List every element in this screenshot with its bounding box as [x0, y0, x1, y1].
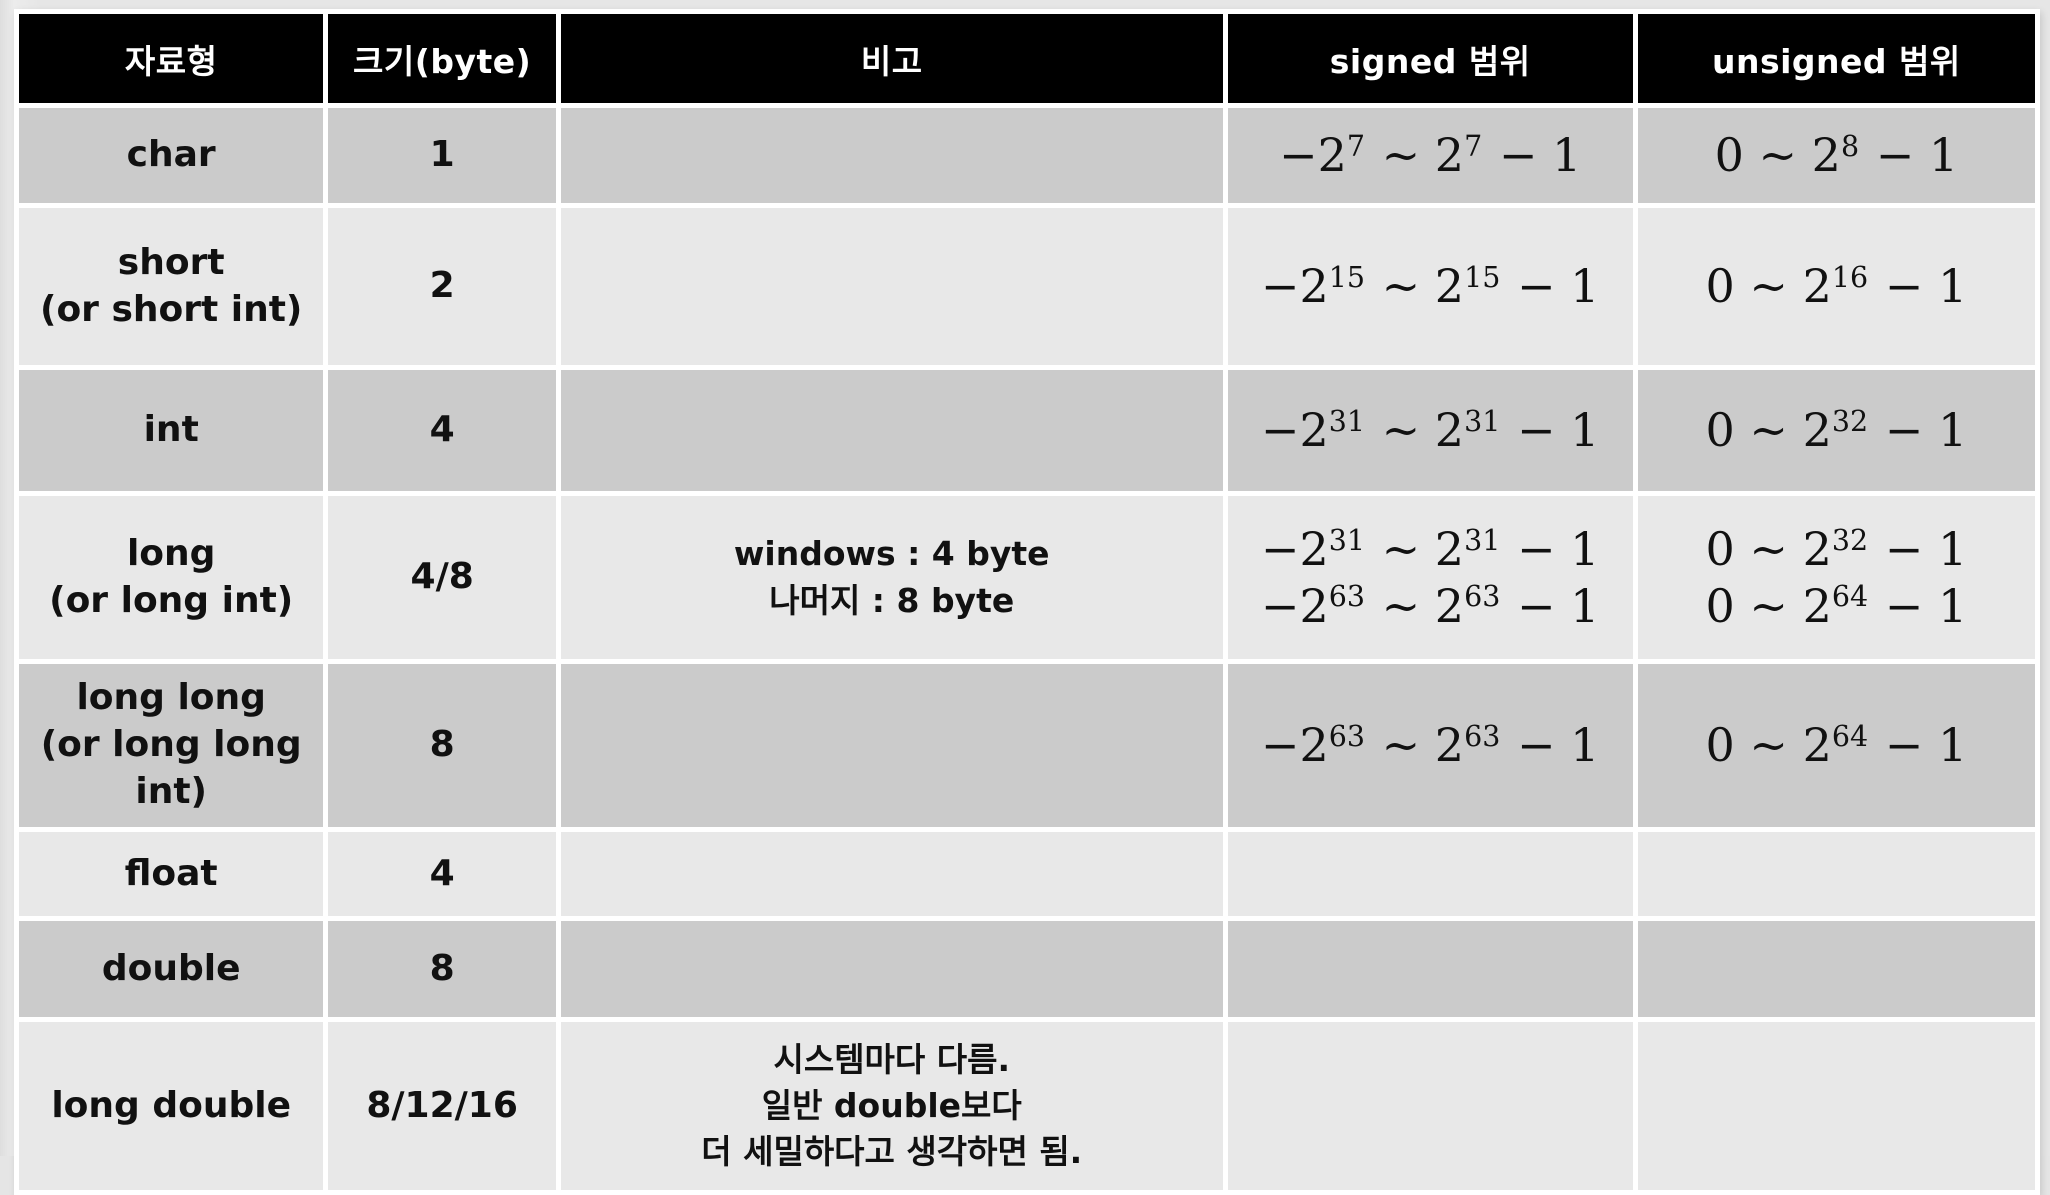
size-value: 4 — [429, 852, 455, 894]
table-row: int 4 −231 ~ 231 − 1 0 ~ 232 − 1 — [19, 370, 2035, 491]
cell-size: 4 — [328, 370, 556, 491]
cell-signed-range — [1227, 921, 1633, 1017]
type-name-line: short — [117, 241, 225, 283]
header-row: 자료형 크기(byte) 비고 signed 범위 unsigned 범위 — [19, 14, 2035, 103]
cell-note — [560, 370, 1223, 491]
cell-note: windows : 4 byte 나머지 : 8 byte — [560, 496, 1223, 659]
data-types-table: 자료형 크기(byte) 비고 signed 범위 unsigned 범위 char 1 −… — [14, 9, 2040, 1195]
cell-size: 1 — [328, 108, 556, 203]
cell-signed-range: −215 ~ 215 − 1 — [1227, 208, 1633, 365]
type-name-line: double — [101, 947, 241, 989]
cell-signed-range: −231 ~ 231 − 1 — [1227, 370, 1633, 491]
col-header-signed-range: signed 범위 — [1227, 14, 1633, 103]
size-value: 4/8 — [410, 556, 474, 598]
signed-range-expression: −263 ~ 263 − 1 — [1260, 718, 1600, 773]
cell-note — [560, 664, 1223, 827]
type-name-line: int — [143, 409, 199, 451]
cell-type: long double — [19, 1022, 324, 1190]
cell-signed-range: −27 ~ 27 − 1 — [1227, 108, 1633, 203]
cell-unsigned-range: 0 ~ 232 − 1 — [1637, 370, 2035, 491]
cell-signed-range — [1227, 832, 1633, 916]
table-row: long (or long int) 4/8 windows : 4 byte 나머지 … — [19, 496, 2035, 659]
table-row: float 4 — [19, 832, 2035, 916]
type-name-line: (or short int) — [39, 288, 303, 330]
type-name-line: long — [126, 532, 216, 574]
cell-signed-range: −231 ~ 231 − 1 −263 ~ 263 − 1 — [1227, 496, 1633, 659]
type-name-line: float — [124, 852, 218, 894]
cell-unsigned-range — [1637, 832, 2035, 916]
cell-type: float — [19, 832, 324, 916]
table-row: long long (or long long int) 8 −263 ~ 263 −… — [19, 664, 2035, 827]
signed-range-expression: −215 ~ 215 − 1 — [1260, 259, 1600, 314]
table-row: double 8 — [19, 921, 2035, 1017]
cell-size: 8 — [328, 664, 556, 827]
signed-range-expression: −231 ~ 231 − 1 — [1260, 403, 1600, 458]
cell-unsigned-range — [1637, 921, 2035, 1017]
cell-note — [560, 921, 1223, 1017]
cell-type: long long (or long long int) — [19, 664, 324, 827]
note-line: 일반 double보다 — [761, 1085, 1022, 1125]
unsigned-range-expression: 0 ~ 232 − 1 — [1705, 403, 1968, 458]
type-name-line: long double — [51, 1084, 292, 1126]
type-name-line: (or long int) — [49, 579, 294, 621]
size-value: 8/12/16 — [366, 1084, 518, 1126]
cell-signed-range — [1227, 1022, 1633, 1190]
cell-type: int — [19, 370, 324, 491]
cell-signed-range: −263 ~ 263 − 1 — [1227, 664, 1633, 827]
cell-size: 8/12/16 — [328, 1022, 556, 1190]
note-line: 나머지 : 8 byte — [769, 580, 1015, 620]
cell-type: double — [19, 921, 324, 1017]
size-value: 8 — [429, 947, 455, 989]
size-value: 4 — [429, 409, 455, 451]
cell-unsigned-range: 0 ~ 264 − 1 — [1637, 664, 2035, 827]
cell-size: 8 — [328, 921, 556, 1017]
col-header-unsigned-range: unsigned 범위 — [1637, 14, 2035, 103]
signed-range-expression: −263 ~ 263 − 1 — [1260, 578, 1600, 633]
note-line: windows : 4 byte — [733, 534, 1050, 574]
cell-type: long (or long int) — [19, 496, 324, 659]
col-header-note: 비고 — [560, 14, 1223, 103]
table-row: char 1 −27 ~ 27 − 1 0 ~ 28 − 1 — [19, 108, 2035, 203]
unsigned-range-expression: 0 ~ 232 − 1 — [1705, 522, 1968, 577]
cell-type: short (or short int) — [19, 208, 324, 365]
unsigned-range-expression: 0 ~ 216 − 1 — [1705, 259, 1968, 314]
signed-range-expression: −231 ~ 231 − 1 — [1260, 522, 1600, 577]
signed-range-expression: −27 ~ 27 − 1 — [1279, 128, 1582, 183]
type-name-line: long long — [76, 677, 266, 719]
table-row: short (or short int) 2 −215 ~ 215 − 1 0 ~ 21… — [19, 208, 2035, 365]
cell-size: 4/8 — [328, 496, 556, 659]
cell-size: 2 — [328, 208, 556, 365]
col-header-type: 자료형 — [19, 14, 324, 103]
size-value: 1 — [429, 134, 455, 176]
cell-unsigned-range: 0 ~ 216 − 1 — [1637, 208, 2035, 365]
cell-note — [560, 108, 1223, 203]
table-body: char 1 −27 ~ 27 − 1 0 ~ 28 − 1 short (or shor… — [19, 108, 2035, 1190]
cell-note — [560, 832, 1223, 916]
unsigned-range-expression: 0 ~ 264 − 1 — [1705, 578, 1968, 633]
cell-type: char — [19, 108, 324, 203]
note-line: 더 세밀하다고 생각하면 됨. — [701, 1132, 1083, 1172]
size-value: 2 — [429, 265, 455, 307]
unsigned-range-expression: 0 ~ 28 − 1 — [1714, 128, 1959, 183]
note-line: 시스템마다 다름. — [773, 1039, 1011, 1079]
size-value: 8 — [429, 724, 455, 766]
cell-note — [560, 208, 1223, 365]
type-name-line: char — [126, 134, 216, 176]
cell-size: 4 — [328, 832, 556, 916]
unsigned-range-expression: 0 ~ 264 − 1 — [1705, 718, 1968, 773]
type-name-line: (or long long int) — [40, 724, 302, 812]
cell-unsigned-range: 0 ~ 28 − 1 — [1637, 108, 2035, 203]
cell-unsigned-range — [1637, 1022, 2035, 1190]
col-header-size: 크기(byte) — [328, 14, 556, 103]
